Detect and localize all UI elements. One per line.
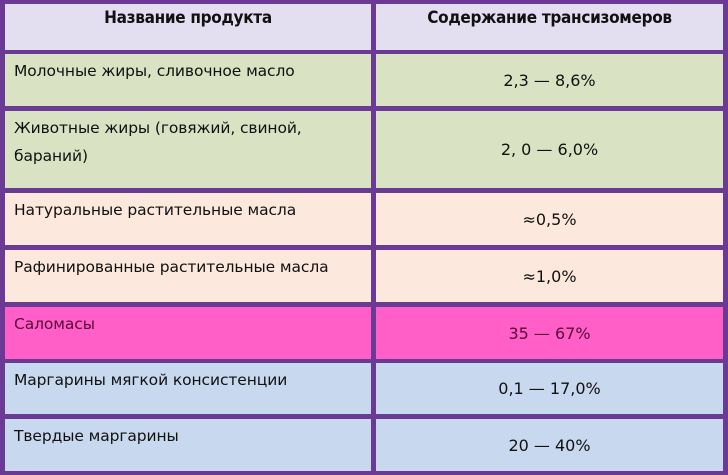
- row-product: Натуральные растительные масла: [5, 193, 371, 245]
- row-content: ≈0,5%: [376, 193, 723, 245]
- row-product: Молочные жиры, сливочное масло: [5, 54, 371, 106]
- row-content: 20 — 40%: [376, 419, 723, 471]
- row-product: Саломасы: [5, 307, 371, 359]
- row-product: Твердые маргарины: [5, 419, 371, 471]
- header-product: Название продукта: [5, 4, 371, 50]
- row-product: Рафинированные растительные масла: [5, 250, 371, 302]
- row-content: 0,1 — 17,0%: [376, 363, 723, 414]
- row-product: Животные жиры (говяжий, свиной, бараний): [5, 111, 371, 188]
- row-product: Маргарины мягкой консистенции: [5, 363, 371, 414]
- row-content: 35 — 67%: [376, 307, 723, 359]
- row-content: 2,3 — 8,6%: [376, 54, 723, 106]
- header-content: Содержание трансизомеров: [376, 4, 723, 50]
- row-content: 2, 0 — 6,0%: [376, 111, 723, 188]
- row-content: ≈1,0%: [376, 250, 723, 302]
